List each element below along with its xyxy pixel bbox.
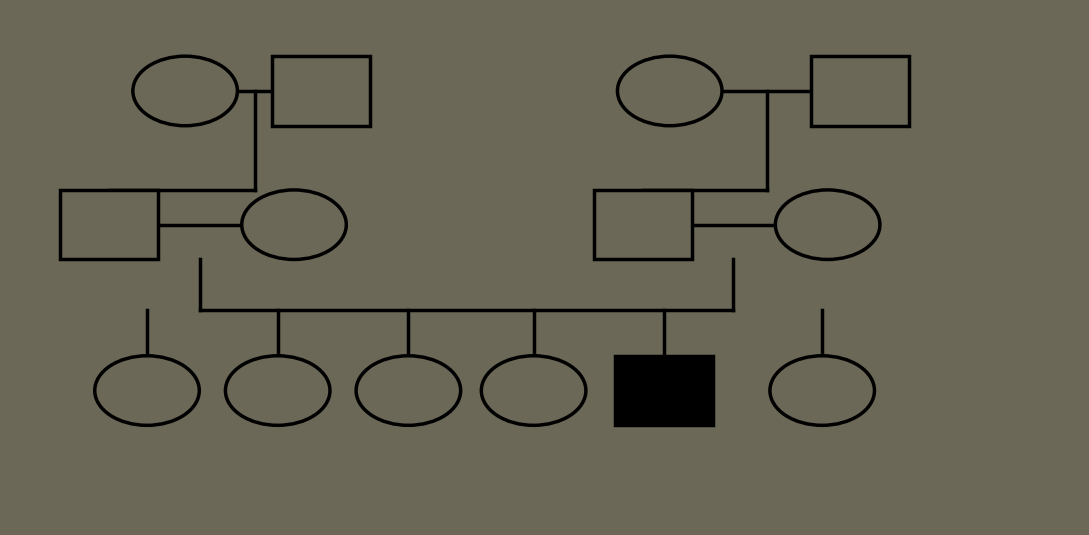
Ellipse shape: [356, 356, 461, 425]
Ellipse shape: [242, 190, 346, 259]
FancyBboxPatch shape: [60, 190, 158, 259]
FancyBboxPatch shape: [272, 56, 370, 126]
FancyBboxPatch shape: [615, 356, 713, 425]
Ellipse shape: [95, 356, 199, 425]
Ellipse shape: [481, 356, 586, 425]
Ellipse shape: [133, 56, 237, 126]
Ellipse shape: [770, 356, 874, 425]
Ellipse shape: [775, 190, 880, 259]
FancyBboxPatch shape: [594, 190, 692, 259]
Ellipse shape: [225, 356, 330, 425]
FancyBboxPatch shape: [811, 56, 909, 126]
Ellipse shape: [617, 56, 722, 126]
